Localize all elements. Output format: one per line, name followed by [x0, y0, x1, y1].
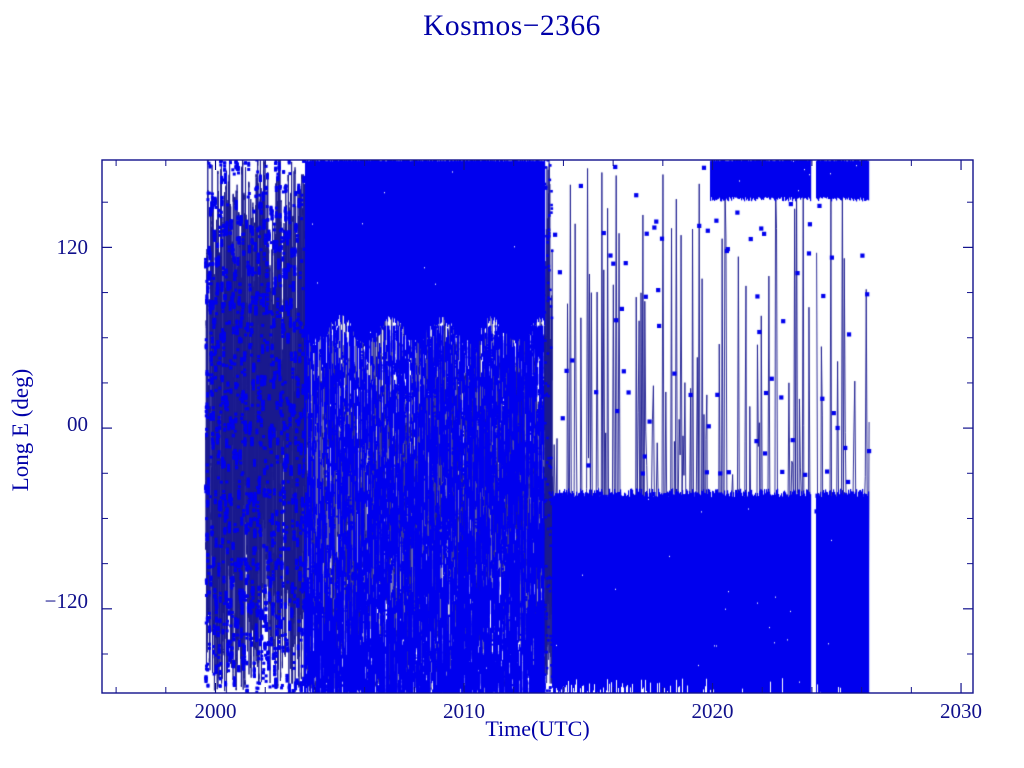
svg-text:00: 00	[67, 412, 88, 436]
svg-text:−120: −120	[45, 589, 88, 613]
svg-text:120: 120	[57, 235, 89, 259]
svg-text:2000: 2000	[195, 699, 237, 723]
svg-text:2020: 2020	[692, 699, 734, 723]
svg-text:2010: 2010	[443, 699, 485, 723]
svg-text:2030: 2030	[940, 699, 982, 723]
